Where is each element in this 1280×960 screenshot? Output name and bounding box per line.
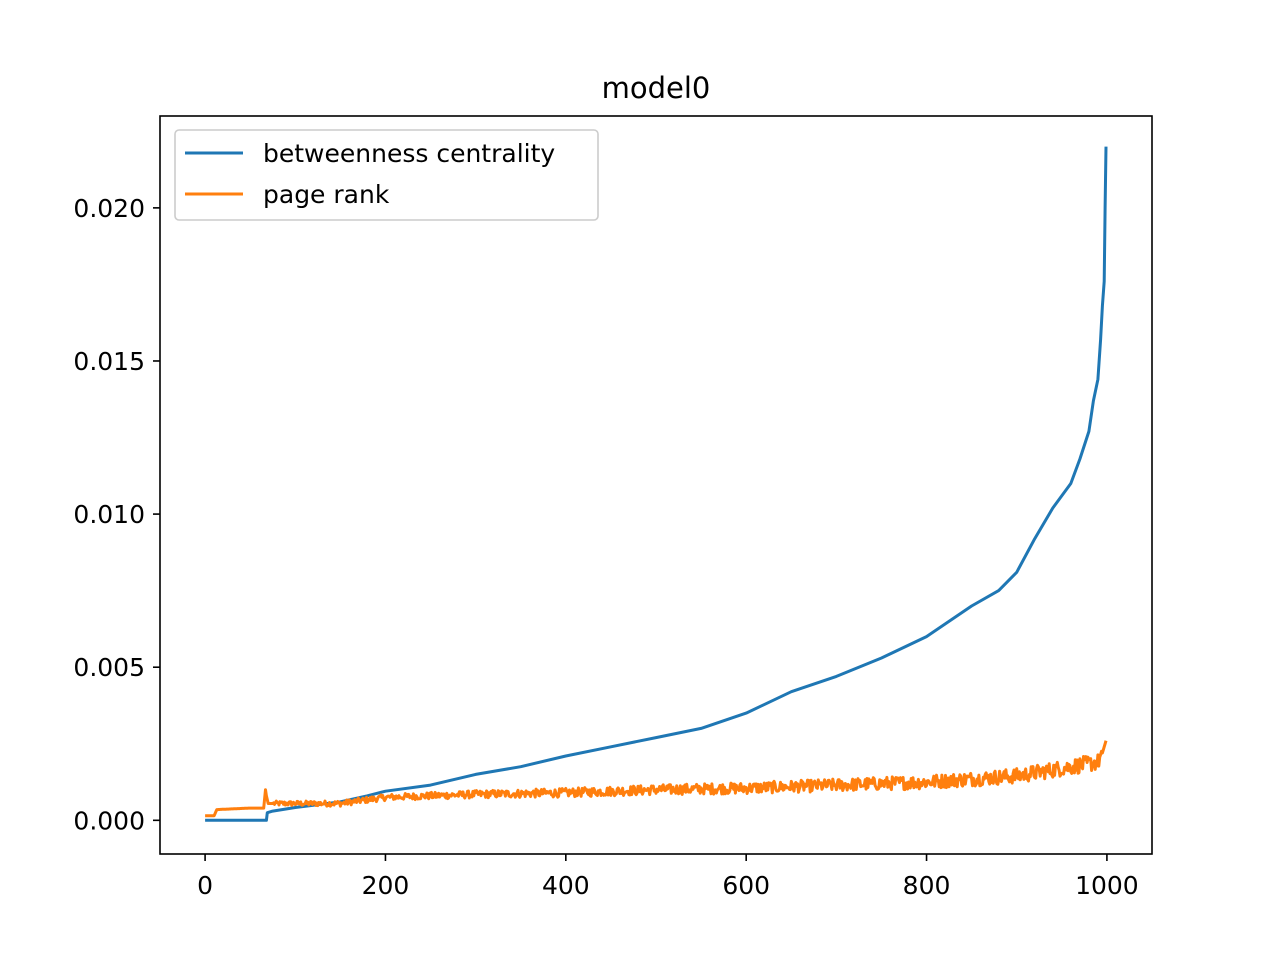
- plot-lines: [204, 146, 1108, 822]
- x-tick-label: 200: [362, 871, 410, 900]
- y-tick-label: 0.020: [73, 194, 145, 223]
- x-tick-label: 0: [197, 871, 213, 900]
- legend-box: [174, 129, 599, 221]
- series-line-page-rank: [204, 740, 1108, 818]
- axes-frame: [159, 115, 1153, 855]
- x-tick-label: 1000: [1075, 871, 1139, 900]
- y-axis-ticks: 0.000 0.005 0.010 0.015 0.020: [73, 194, 160, 835]
- legend: betweenness centrality page rank: [174, 129, 599, 221]
- y-tick-label: 0.000: [73, 806, 145, 835]
- x-axis-ticks: 0 200 400 600 800 1000: [197, 854, 1139, 900]
- y-tick-label: 0.010: [73, 500, 145, 529]
- x-tick-label: 600: [722, 871, 770, 900]
- y-tick-label: 0.005: [73, 653, 145, 682]
- legend-label-betweenness: betweenness centrality: [263, 139, 555, 168]
- x-tick-label: 400: [542, 871, 590, 900]
- y-tick-label: 0.015: [73, 347, 145, 376]
- chart-title: model0: [602, 71, 711, 105]
- x-tick-label: 800: [903, 871, 951, 900]
- legend-label-page-rank: page rank: [263, 180, 390, 209]
